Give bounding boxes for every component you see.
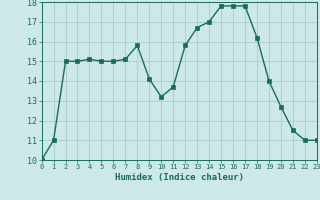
X-axis label: Humidex (Indice chaleur): Humidex (Indice chaleur) — [115, 173, 244, 182]
